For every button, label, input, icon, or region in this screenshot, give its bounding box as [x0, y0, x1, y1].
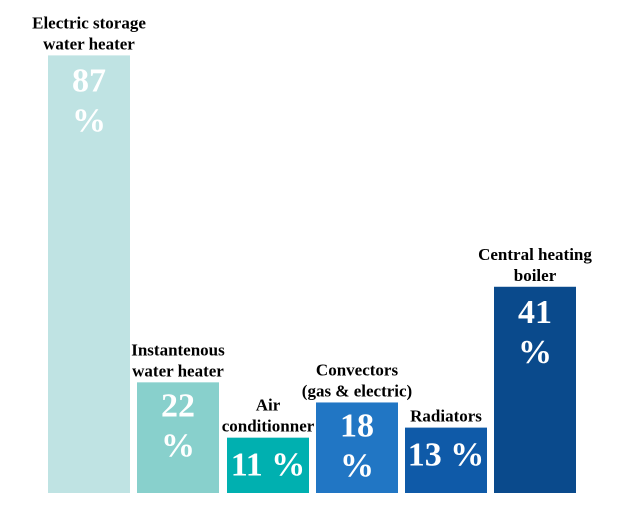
value-label-convectors-gas-electric: 18% — [340, 407, 374, 484]
value-label-central-heating-boiler: 41% — [518, 294, 552, 371]
bar-electric-storage-water-heater — [48, 55, 130, 493]
value-label-instantenous-water-heater: 22% — [161, 387, 195, 464]
bar-instantenous-water-heater — [137, 382, 219, 493]
value-label-radiators: 13 % — [408, 437, 485, 474]
bar-air-conditionner — [227, 437, 309, 493]
category-label-electric-storage-water-heater: Electric storage water heater — [32, 13, 146, 53]
labels-group: Electric storage water heater 87 % Instanten… — [32, 13, 592, 484]
bar-convectors-gas-electric — [316, 402, 398, 493]
value-label-air-conditionner: 11 % — [231, 447, 306, 484]
bar-central-heating-boiler — [494, 286, 576, 493]
value-label-electric-storage-water-heater: 87% — [72, 62, 106, 139]
category-label-instantenous-water-heater: Instantenous water heater — [131, 340, 225, 380]
category-label-radiators: Radiators — [410, 407, 482, 426]
category-label-convectors-gas-electric: Convectors (gas & electric) — [302, 360, 412, 400]
bars-group — [48, 55, 576, 493]
bar-radiators — [405, 427, 487, 493]
category-label-central-heating-boiler: Central heating boiler — [478, 245, 592, 285]
category-label-air-conditionner: Air conditionner — [222, 396, 315, 436]
